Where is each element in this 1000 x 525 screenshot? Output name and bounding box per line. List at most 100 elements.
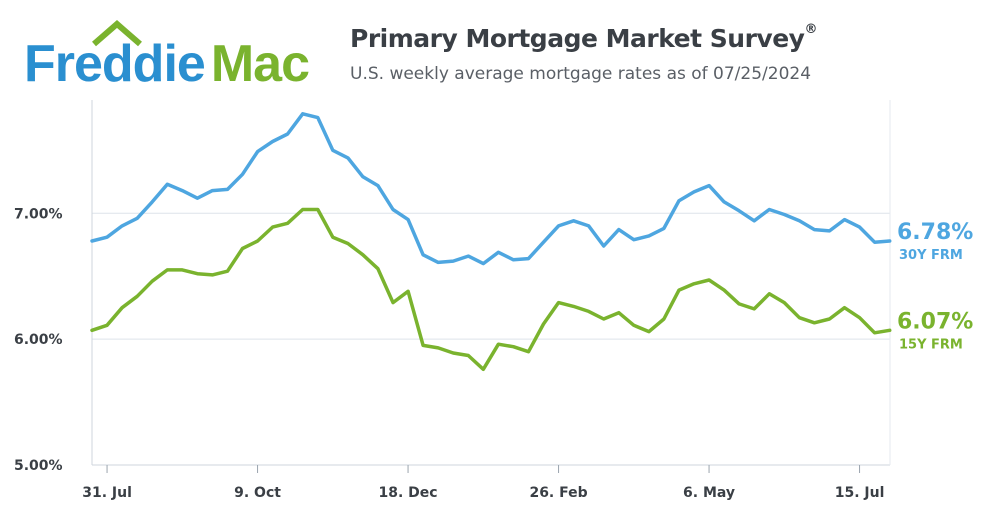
data-point-frm15 [813, 321, 816, 324]
data-point-frm15 [421, 344, 425, 347]
data-point-frm30 [90, 239, 94, 243]
data-point-frm15 [587, 310, 590, 313]
series-label-frm15: 15Y FRM [899, 337, 963, 352]
data-point-frm15 [783, 301, 786, 304]
end-value-label-frm15: 6.07% [897, 309, 973, 334]
x-tick-label: 6. May [683, 485, 735, 501]
data-point-frm15 [331, 235, 334, 239]
data-point-frm15 [602, 317, 605, 321]
data-point-frm15 [647, 330, 651, 333]
logo-text-mac: Mac [211, 35, 309, 93]
data-point-frm15 [301, 208, 304, 211]
data-point-frm15 [376, 267, 380, 270]
data-point-frm15 [512, 345, 515, 348]
series-label-frm30: 30Y FRM [899, 248, 963, 263]
data-point-frm30 [873, 241, 876, 244]
data-point-frm15 [196, 272, 199, 275]
freddie-mac-logo: Freddie Mac [24, 20, 310, 93]
data-point-frm30 [692, 190, 696, 194]
data-point-frm15 [406, 290, 410, 293]
data-point-frm15 [241, 247, 244, 250]
data-point-frm15 [527, 350, 530, 353]
data-point-frm15 [632, 324, 635, 327]
data-point-frm15 [286, 222, 289, 225]
data-point-frm30 [527, 257, 530, 260]
data-point-frm30 [286, 132, 289, 136]
data-point-frm15 [151, 280, 154, 283]
data-point-frm30 [707, 184, 711, 187]
data-point-frm30 [783, 213, 786, 216]
data-point-frm15 [181, 268, 184, 272]
grid-layer [92, 212, 890, 340]
data-point-frm15 [722, 288, 726, 292]
data-point-frm30 [828, 229, 831, 233]
data-point-frm30 [512, 258, 515, 262]
data-point-frm15 [692, 282, 696, 285]
data-point-frm30 [271, 140, 274, 143]
data-point-frm15 [768, 292, 771, 296]
data-point-frm15 [858, 316, 861, 319]
data-point-frm15 [737, 302, 741, 306]
data-point-frm15 [798, 316, 801, 319]
y-tick-label: 6.00% [14, 332, 63, 348]
data-point-frm15 [707, 278, 711, 282]
data-point-frm15 [226, 269, 229, 273]
data-point-frm30 [482, 262, 485, 265]
data-point-frm15 [90, 329, 94, 332]
data-point-frm15 [361, 253, 365, 257]
x-tick-label: 9. Oct [234, 485, 281, 501]
data-point-frm15 [662, 317, 666, 321]
x-tick-label: 26. Feb [529, 485, 587, 501]
data-point-frm30 [151, 200, 154, 204]
data-point-frm15 [256, 239, 259, 243]
data-point-frm15 [753, 307, 756, 311]
data-point-frm30 [166, 183, 169, 186]
y-tick-label: 5.00% [14, 458, 63, 474]
data-point-frm30 [391, 208, 395, 211]
data-point-frm15 [828, 317, 831, 321]
data-point-frm15 [166, 268, 169, 272]
data-point-frm15 [452, 351, 455, 355]
data-point-frm30 [196, 196, 199, 200]
series-layer [90, 112, 892, 372]
series-line-frm15 [90, 207, 892, 372]
data-point-frm30 [361, 175, 365, 178]
data-point-frm30 [858, 225, 861, 229]
y-tick-label: 7.00% [14, 206, 63, 222]
data-point-frm15 [120, 306, 124, 309]
data-point-frm30 [632, 238, 635, 241]
data-point-frm15 [211, 273, 214, 277]
data-point-frm30 [737, 209, 741, 212]
data-point-frm30 [346, 156, 350, 160]
data-point-frm15 [105, 324, 109, 327]
data-point-frm15 [436, 346, 440, 350]
data-point-frm30 [798, 219, 801, 223]
data-point-frm30 [542, 241, 545, 244]
data-point-frm30 [602, 244, 605, 248]
page-title: Primary Mortgage Market Survey® [350, 22, 817, 53]
data-point-frm30 [617, 228, 620, 231]
data-point-frm15 [888, 329, 891, 332]
data-point-frm15 [677, 288, 681, 292]
data-point-frm30 [120, 224, 124, 228]
data-point-frm15 [542, 322, 545, 326]
data-point-frm15 [617, 311, 620, 314]
data-point-frm15 [482, 368, 485, 371]
data-point-frm30 [452, 259, 455, 263]
house-roof-icon [92, 20, 142, 47]
data-point-frm15 [557, 301, 560, 304]
data-point-frm30 [843, 218, 846, 221]
page-subtitle: U.S. weekly average mortgage rates as of… [350, 64, 812, 84]
data-point-frm30 [181, 189, 184, 192]
data-point-frm30 [211, 189, 214, 192]
data-point-frm30 [421, 253, 425, 257]
data-point-frm30 [647, 234, 651, 238]
data-point-frm30 [587, 224, 590, 228]
data-point-frm30 [241, 173, 244, 176]
data-point-frm15 [843, 306, 846, 309]
data-point-frm30 [557, 224, 560, 228]
data-point-frm15 [316, 208, 319, 211]
data-point-frm30 [316, 116, 319, 119]
x-tick-label: 31. Jul [82, 485, 132, 501]
